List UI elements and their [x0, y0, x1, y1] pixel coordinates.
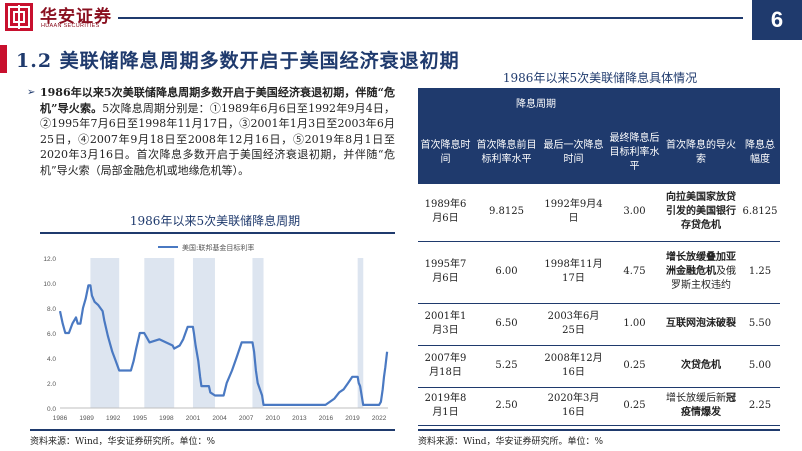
start-cell: 2007年9月18日 — [418, 345, 473, 388]
brand-name-en: HUAAN SECURITIES — [41, 23, 100, 29]
rate-cut-table: 降息周期 首次降息时间 首次降息前目标利率水平 最后一次降息时间 最终降息后目标… — [418, 88, 781, 426]
rate-before-cell: 9.8125 — [473, 184, 540, 242]
x-tick-label: 2022 — [372, 415, 387, 422]
table-row: 2007年9月18日 5.25 2008年12月16日 0.25 次贷危机 5.… — [418, 345, 781, 388]
y-tick-label: 2.0 — [47, 381, 56, 388]
y-tick-label: 6.0 — [47, 331, 56, 338]
col-header: 最后一次降息时间 — [540, 122, 607, 184]
end-cell: 2020年3月16日 — [540, 387, 607, 426]
brand-name-cn: 华安证券 — [40, 7, 112, 27]
cut-period-shade — [90, 258, 120, 408]
total-cell: 5.50 — [740, 303, 781, 346]
rate-after-cell: 1.00 — [607, 303, 662, 346]
header-rule — [118, 17, 743, 19]
col-header: 最终降息后目标利率水平 — [607, 122, 662, 184]
col-header: 首次降息前目标利率水平 — [473, 122, 540, 184]
y-tick-label: 10.0 — [43, 281, 56, 288]
trigger-light: 增长放缓后新 — [666, 393, 726, 404]
trigger-light: 及俄罗斯主权违约 — [671, 266, 736, 291]
x-tick-label: 2010 — [266, 415, 281, 422]
table-row: 1989年6月6日 9.8125 1992年9月4日 3.00 向拉美国家放贷引… — [418, 184, 781, 242]
col-header: 降息总幅度 — [740, 122, 781, 184]
summary-bullet: ➢ 1986年以来5次美联储降息周期多数开启于美国经济衰退初期，伴随“危机”导火… — [27, 85, 395, 178]
rate-before-cell: 6.00 — [473, 241, 540, 304]
x-tick-label: 1992 — [106, 415, 121, 422]
table-row: 2001年1月3日 6.50 2003年6月25日 1.00 互联网泡沫破裂 5… — [418, 303, 781, 346]
x-tick-label: 2013 — [292, 415, 307, 422]
chart-title-rule — [40, 232, 395, 234]
x-tick-label: 2007 — [239, 415, 254, 422]
bullet-body: 5次降息周期分别是：①1989年6月6日至1992年9月4日，②1995年7月6… — [40, 101, 395, 177]
table-bottom-rule — [418, 429, 780, 431]
y-tick-label: 12.0 — [43, 256, 56, 263]
chart-title: 1986年以来5次美联储降息周期 — [129, 214, 301, 228]
start-cell: 2019年8月1日 — [418, 387, 473, 426]
chart-source: 资料来源：Wind，华安证券研究所。单位：% — [30, 437, 216, 447]
brand-logo — [5, 3, 33, 31]
cut-period-shade — [144, 258, 175, 408]
total-cell: 6.8125 — [740, 184, 781, 242]
col-header: 首次降息的导火索 — [662, 122, 740, 184]
total-cell: 5.00 — [740, 345, 781, 388]
y-tick-label: 8.0 — [47, 306, 56, 313]
table-title: 1986年以来5次美联储降息具体情况 — [502, 71, 698, 85]
table-row: 2019年8月1日 2.50 2020年3月16日 0.25 增长放缓后新冠疫情… — [418, 387, 781, 426]
page-title: 1.2 美联储降息周期多数开启于美国经济衰退初期 — [16, 50, 460, 72]
chart-bottom-rule — [30, 429, 395, 431]
end-cell: 2008年12月16日 — [540, 345, 607, 388]
group-header: 降息周期 — [418, 88, 781, 123]
bullet-arrow-icon: ➢ — [27, 87, 36, 98]
x-tick-label: 2019 — [345, 415, 360, 422]
start-cell: 2001年1月3日 — [418, 303, 473, 346]
end-cell: 1992年9月4日 — [540, 184, 607, 242]
table-source: 资料来源：Wind，华安证券研究所。单位：% — [418, 437, 604, 447]
start-cell: 1995年7月6日 — [418, 241, 473, 304]
trigger-cell: 向拉美国家放贷引发的美国银行存贷危机 — [662, 184, 740, 242]
x-tick-label: 1986 — [53, 415, 68, 422]
x-tick-label: 2001 — [186, 415, 201, 422]
trigger-cell: 次贷危机 — [662, 345, 740, 388]
rate-before-cell: 5.25 — [473, 345, 540, 388]
rate-after-cell: 4.75 — [607, 241, 662, 304]
trigger-cell: 增长放缓叠加亚洲金融危机及俄罗斯主权违约 — [662, 241, 740, 304]
title-accent-bar — [0, 45, 7, 73]
y-tick-label: 0.0 — [47, 406, 56, 413]
y-tick-label: 4.0 — [47, 356, 56, 363]
start-cell: 1989年6月6日 — [418, 184, 473, 242]
legend-label: 美国:联邦基金目标利率 — [182, 243, 254, 252]
end-cell: 2003年6月25日 — [540, 303, 607, 346]
end-cell: 1998年11月17日 — [540, 241, 607, 304]
x-tick-label: 2016 — [319, 415, 334, 422]
x-tick-label: 1995 — [133, 415, 148, 422]
rate-after-cell: 3.00 — [607, 184, 662, 242]
trigger-cell: 增长放缓后新冠疫情爆发 — [662, 387, 740, 426]
rate-before-cell: 2.50 — [473, 387, 540, 426]
x-tick-label: 2004 — [212, 415, 227, 422]
total-cell: 1.25 — [740, 241, 781, 304]
table-row: 1995年7月6日 6.00 1998年11月17日 4.75 增长放缓叠加亚洲… — [418, 241, 781, 304]
cut-period-shade — [357, 258, 364, 408]
x-tick-label: 1989 — [79, 415, 94, 422]
rate-before-cell: 6.50 — [473, 303, 540, 346]
cut-period-shade — [252, 258, 264, 408]
rate-chart: 0.0 2.0 4.0 6.0 8.0 10.0 12.0 1986 1989 1992 1995 1… — [43, 243, 389, 422]
total-cell: 2.25 — [740, 387, 781, 426]
page-number: 6 — [752, 0, 802, 40]
bullet-lead: 1986年以来5次美联储降息周期多数开启于美国经济衰退初期，伴随“危机”导火索。 — [40, 86, 395, 115]
rate-after-cell: 0.25 — [607, 345, 662, 388]
x-tick-label: 1998 — [159, 415, 174, 422]
rate-after-cell: 0.25 — [607, 387, 662, 426]
trigger-bold: 增长放缓叠加亚洲金融危机 — [666, 252, 736, 277]
fed-rate-series-line — [58, 284, 389, 406]
col-header: 首次降息时间 — [418, 122, 473, 184]
trigger-cell: 互联网泡沫破裂 — [662, 303, 740, 346]
trigger-bold: 冠疫情爆发 — [681, 393, 736, 418]
